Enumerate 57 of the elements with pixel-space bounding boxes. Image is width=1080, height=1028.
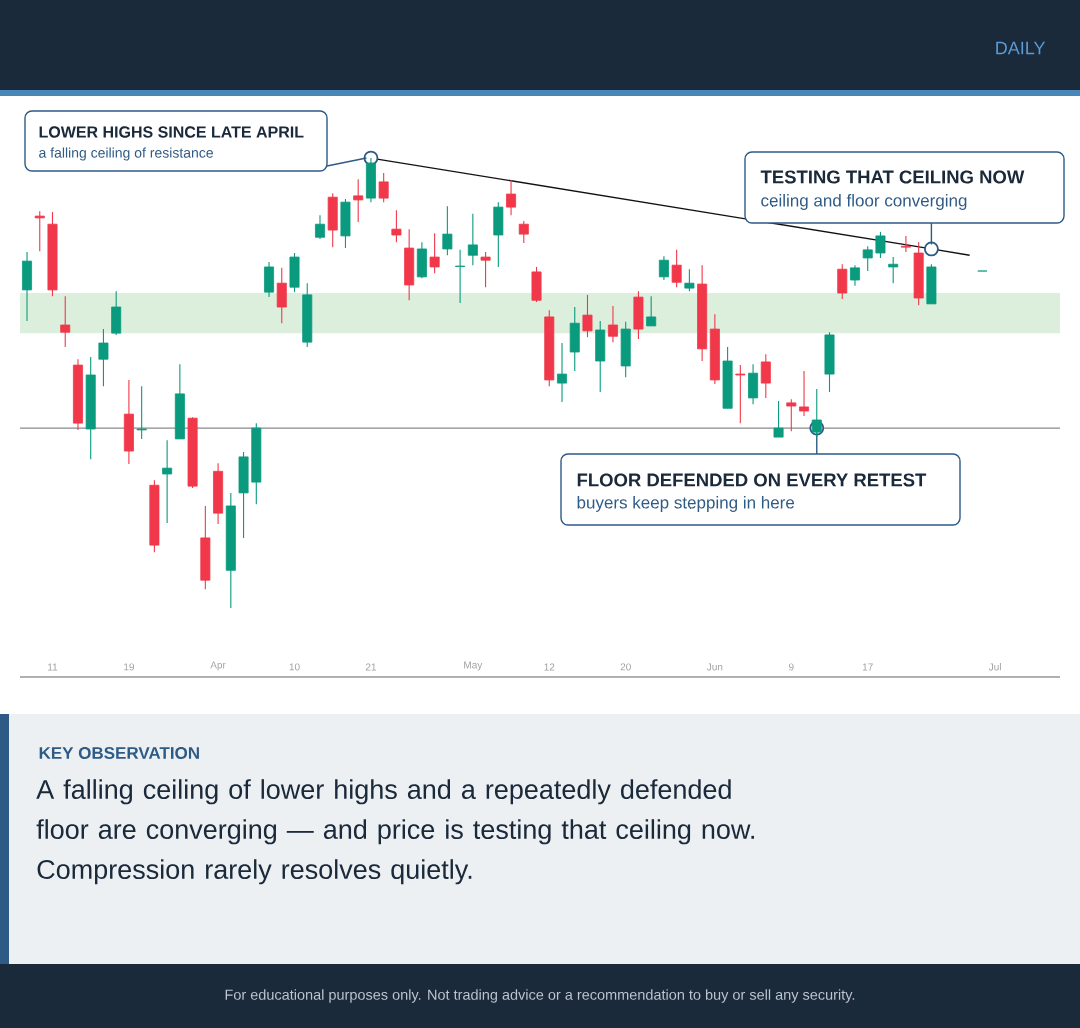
annotation: a falling ceiling of resistance (39, 147, 213, 161)
text: LOWER HIGHS SINCE LATE APRIL (39, 126, 304, 138)
candlestick (429, 232, 440, 274)
candlestick (837, 263, 848, 300)
text: For educational purposes only. Not trading advice or a recommendation to buy or sell any security. (225, 989, 855, 1003)
chart-subtitle: DAILY (996, 41, 1046, 55)
candlestick (760, 353, 771, 399)
candlestick (162, 439, 173, 524)
candlestick (467, 213, 478, 266)
x-tick-label: 12 (544, 663, 555, 671)
candlestick (582, 294, 593, 338)
x-tick-label: Apr (210, 661, 226, 671)
candlestick (378, 172, 389, 203)
annotation: buyers keep stepping in here (577, 496, 795, 512)
x-tick-label: Jul (988, 663, 1001, 671)
text: A falling ceiling of lower highs and a repeatedly defended floor are converging — and price is testing that ceiling now. Compression rarely resolves quietly. (36, 779, 754, 885)
candlestick (862, 245, 873, 272)
candlestick (773, 400, 784, 438)
candlestick (900, 235, 911, 253)
candlestick (671, 249, 682, 288)
x-tick-label: 9 (788, 663, 794, 671)
candlestick (888, 256, 899, 284)
candlestick (684, 268, 695, 292)
candlestick (98, 328, 109, 387)
candlestick (60, 295, 71, 348)
candlestick (276, 267, 287, 324)
x-tick-label: 20 (620, 663, 631, 671)
candlestick (315, 214, 325, 240)
candlestick (557, 342, 567, 403)
candlestick (480, 251, 491, 288)
candlestick (646, 295, 657, 327)
x-tick-label: 19 (124, 663, 135, 671)
annotation: TESTING THAT CEILING NOW (760, 170, 1025, 184)
x-tick-label: 11 (48, 663, 58, 671)
annotation: FLOOR DEFENDED ON EVERY RETEST (577, 473, 927, 487)
candlestick (799, 370, 810, 417)
candlestick (518, 220, 529, 244)
x-tick-label: 10 (289, 663, 300, 671)
candlestick (34, 210, 45, 252)
candlestick (786, 398, 797, 432)
candlestick (136, 385, 147, 440)
candlestick (442, 205, 453, 256)
candlestick (875, 231, 886, 259)
candlestick (455, 249, 466, 304)
x-tick-label: 21 (365, 663, 377, 671)
candlestick (658, 255, 669, 281)
candlestick (353, 178, 364, 223)
candlestick (607, 305, 618, 343)
x-tick-label: 17 (862, 663, 873, 671)
annotation: ceiling and floor converging (761, 194, 967, 210)
candlestick (391, 209, 402, 243)
candlestick (850, 264, 860, 287)
candlestick (506, 179, 517, 216)
candlestick (735, 364, 746, 424)
x-tick-label: Jun (706, 663, 723, 671)
x-tick-label: May (464, 661, 483, 671)
text: KEY OBSERVATION (39, 746, 199, 760)
